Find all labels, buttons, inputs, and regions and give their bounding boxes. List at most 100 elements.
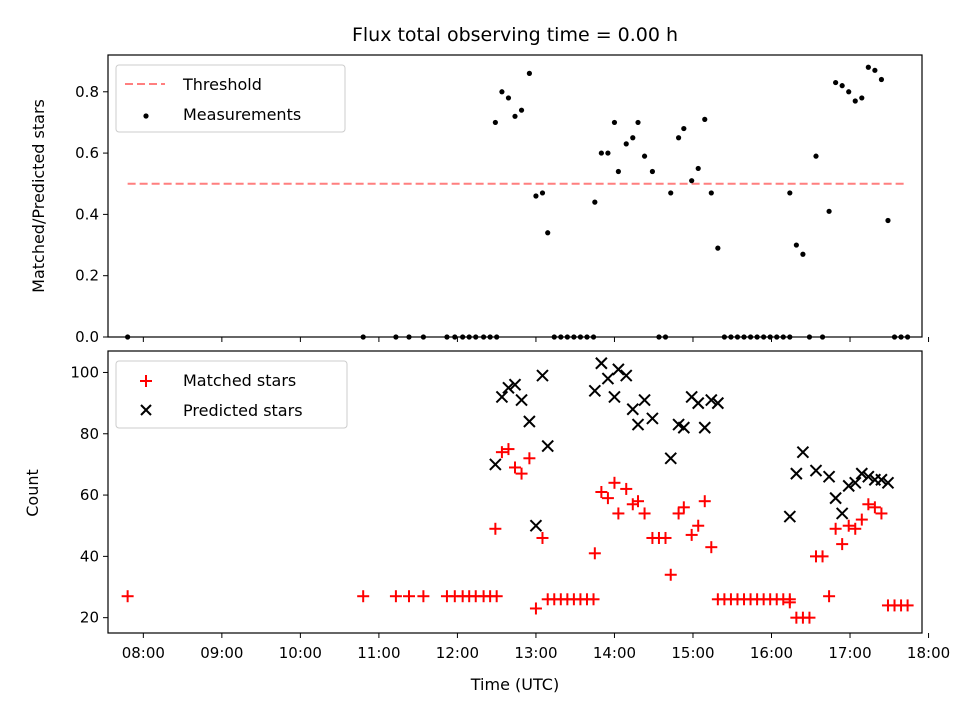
measurement-point — [641, 153, 648, 159]
predicted-star-point — [855, 467, 869, 480]
cross-b — [502, 381, 515, 394]
measurement-point — [813, 153, 819, 159]
cross-b — [835, 507, 849, 520]
cross-b — [790, 467, 803, 480]
matched-star-point — [823, 590, 836, 603]
predicted-star-point — [495, 390, 509, 404]
matched-star-point — [705, 541, 718, 554]
predicted-star-point — [677, 421, 691, 434]
top-y-axis-label: Matched/Predicted stars — [29, 99, 48, 293]
measurement-point — [598, 150, 604, 156]
top-legend: Threshold Measurements — [115, 64, 346, 133]
measurement-point — [649, 168, 656, 175]
predicted-star-point — [875, 473, 888, 486]
legend-predicted-swatch — [140, 404, 152, 416]
legend-matched-swatch — [140, 375, 152, 387]
cross-b — [588, 384, 602, 398]
bottom-panel: 20 40 60 80 100 08:00 09:00 10:00 11:00 12:00 13:… — [23, 350, 950, 694]
predicted-star-point — [822, 470, 836, 483]
legend-measurements-swatch — [143, 113, 149, 119]
y-tick-label: 0.0 — [75, 328, 99, 346]
bottom-legend-box — [115, 360, 348, 429]
cross-b — [523, 415, 536, 428]
legend-matched-label: Matched stars — [183, 371, 296, 390]
matched-star-point — [620, 482, 633, 495]
matched-star-point — [588, 547, 601, 560]
cross-b — [685, 390, 698, 404]
matched-star-point — [601, 492, 614, 505]
matched-star-point — [868, 501, 881, 514]
matched-star-point — [836, 538, 849, 551]
x-tick-label: 18:00 — [907, 644, 950, 662]
x-tick-label: 10:00 — [279, 644, 322, 662]
measurement-point — [526, 70, 532, 76]
matched-star-point — [529, 602, 542, 615]
predicted-star-point — [705, 393, 718, 407]
bottom-axes-frame — [107, 350, 923, 634]
matched-star-point — [803, 611, 816, 624]
matched-star-point — [672, 507, 685, 520]
cross-b — [631, 418, 645, 431]
chart-title: Flux total observing time = 0.00 h — [352, 24, 678, 46]
matched-star-point — [489, 522, 502, 535]
measurement-point — [859, 95, 865, 101]
bottom-y-axis: 20 40 60 80 100 — [70, 363, 108, 627]
x-tick-label: 13:00 — [514, 644, 557, 662]
matched-star-point — [612, 507, 625, 520]
predicted-star-point — [849, 476, 862, 490]
x-tick-label: 17:00 — [828, 644, 871, 662]
matched-star-point — [685, 528, 698, 541]
cross-b — [638, 393, 651, 407]
matched-star-point — [664, 568, 677, 581]
measurement-point — [635, 119, 641, 126]
x-tick-label: 09:00 — [200, 644, 243, 662]
legend-predicted-label: Predicted stars — [183, 401, 303, 420]
matched-star-point — [389, 590, 402, 603]
x-tick-label: 16:00 — [750, 644, 793, 662]
y-tick-label: 0.2 — [75, 267, 99, 285]
predicted-star-point — [698, 421, 711, 434]
x-tick-label: 14:00 — [593, 644, 636, 662]
measurement-point — [518, 107, 525, 113]
predicted-star-point — [608, 390, 621, 404]
matched-star-point — [901, 599, 914, 612]
cross-b — [495, 390, 509, 404]
measurement-point — [545, 230, 551, 236]
y-tick-label: 0.6 — [75, 144, 99, 162]
matched-star-point — [659, 531, 672, 544]
measurement-point — [878, 76, 885, 83]
matched-star-point — [536, 531, 549, 544]
x-tick-label: 08:00 — [122, 644, 165, 662]
matched-star-point — [402, 590, 415, 603]
cross-b — [626, 403, 639, 416]
predicted-star-point — [612, 363, 625, 376]
matched-star-point — [849, 522, 862, 535]
cross-b — [698, 421, 711, 434]
cross-b — [796, 445, 810, 459]
measurement-point — [668, 190, 674, 196]
cross-b — [595, 357, 608, 370]
y-tick-label: 100 — [70, 363, 99, 381]
bottom-y-axis-label: Count — [23, 469, 42, 517]
cross-b — [601, 372, 615, 385]
top-axes-frame — [107, 54, 923, 338]
predicted-star-point — [588, 384, 602, 398]
measurement-point — [533, 193, 539, 199]
predicted-star-point — [601, 372, 615, 385]
matched-star-point — [816, 550, 829, 563]
predicted-star-point — [829, 491, 842, 505]
predicted-star-point — [541, 439, 554, 453]
predicted-star-point — [631, 418, 645, 431]
measurement-point — [611, 119, 618, 126]
predicted-star-point — [638, 393, 651, 407]
measurement-point — [872, 67, 878, 73]
measurement-point — [539, 190, 546, 196]
x-tick-label: 12:00 — [436, 644, 479, 662]
cross-b — [489, 458, 502, 471]
measurement-point — [492, 119, 498, 126]
cross-b — [664, 452, 677, 465]
matched-star-point — [842, 519, 855, 532]
measurement-point — [833, 79, 839, 86]
matched-star-point — [692, 519, 705, 532]
predicted-star-point — [664, 452, 677, 465]
